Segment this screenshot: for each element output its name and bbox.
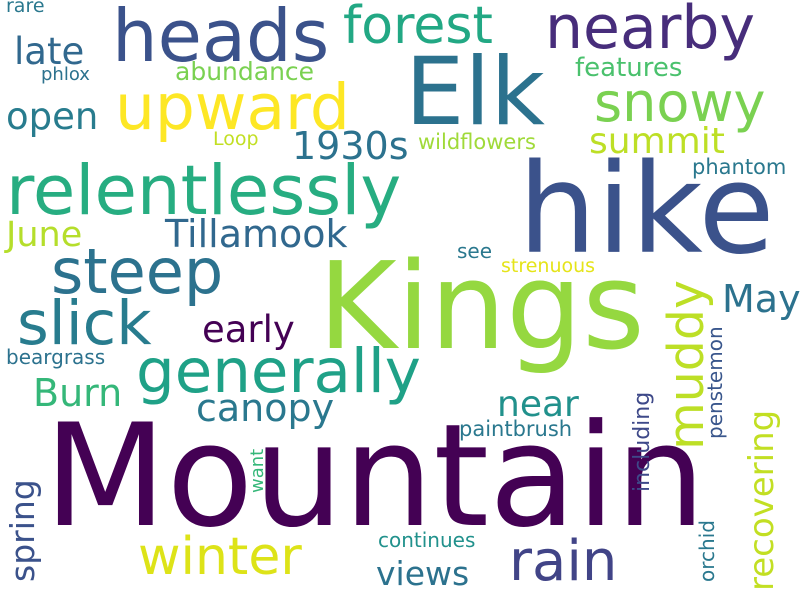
word-open: open bbox=[6, 98, 98, 135]
word-phlox: phlox bbox=[41, 66, 90, 84]
word-tillamook: Tillamook bbox=[165, 215, 348, 253]
word-orchid: orchid bbox=[697, 520, 717, 582]
word-wildflowers: wildflowers bbox=[418, 132, 536, 153]
word-loop: Loop bbox=[213, 130, 259, 149]
word-abundance: abundance bbox=[175, 59, 314, 84]
word-features: features bbox=[575, 55, 682, 81]
word-see: see bbox=[457, 241, 492, 261]
word-spring: spring bbox=[6, 479, 39, 582]
word-rain: rain bbox=[509, 534, 617, 590]
word-early: early bbox=[202, 311, 295, 348]
word-views: views bbox=[376, 557, 469, 590]
word-phantom: phantom bbox=[692, 157, 786, 178]
word-penstemon: penstemon bbox=[705, 326, 725, 439]
word-june: June bbox=[6, 218, 82, 253]
word-want: want bbox=[249, 449, 267, 493]
word-1930s: 1930s bbox=[292, 127, 409, 165]
word-continues: continues bbox=[378, 530, 475, 550]
word-winter: winter bbox=[138, 531, 302, 583]
word-rare: rare bbox=[6, 0, 45, 16]
word-nearby: nearby bbox=[545, 0, 755, 58]
word-beargrass: beargrass bbox=[6, 347, 105, 367]
word-strenuous: strenuous bbox=[501, 257, 595, 276]
word-recovering: recovering bbox=[745, 410, 779, 591]
word-canopy: canopy bbox=[196, 389, 334, 427]
word-elk: Elk bbox=[405, 46, 545, 140]
word-burn: Burn bbox=[33, 374, 122, 412]
word-paintbrush: paintbrush bbox=[459, 419, 572, 440]
word-including: including bbox=[632, 392, 654, 492]
word-forest: forest bbox=[343, 0, 493, 52]
word-may: May bbox=[722, 280, 800, 318]
